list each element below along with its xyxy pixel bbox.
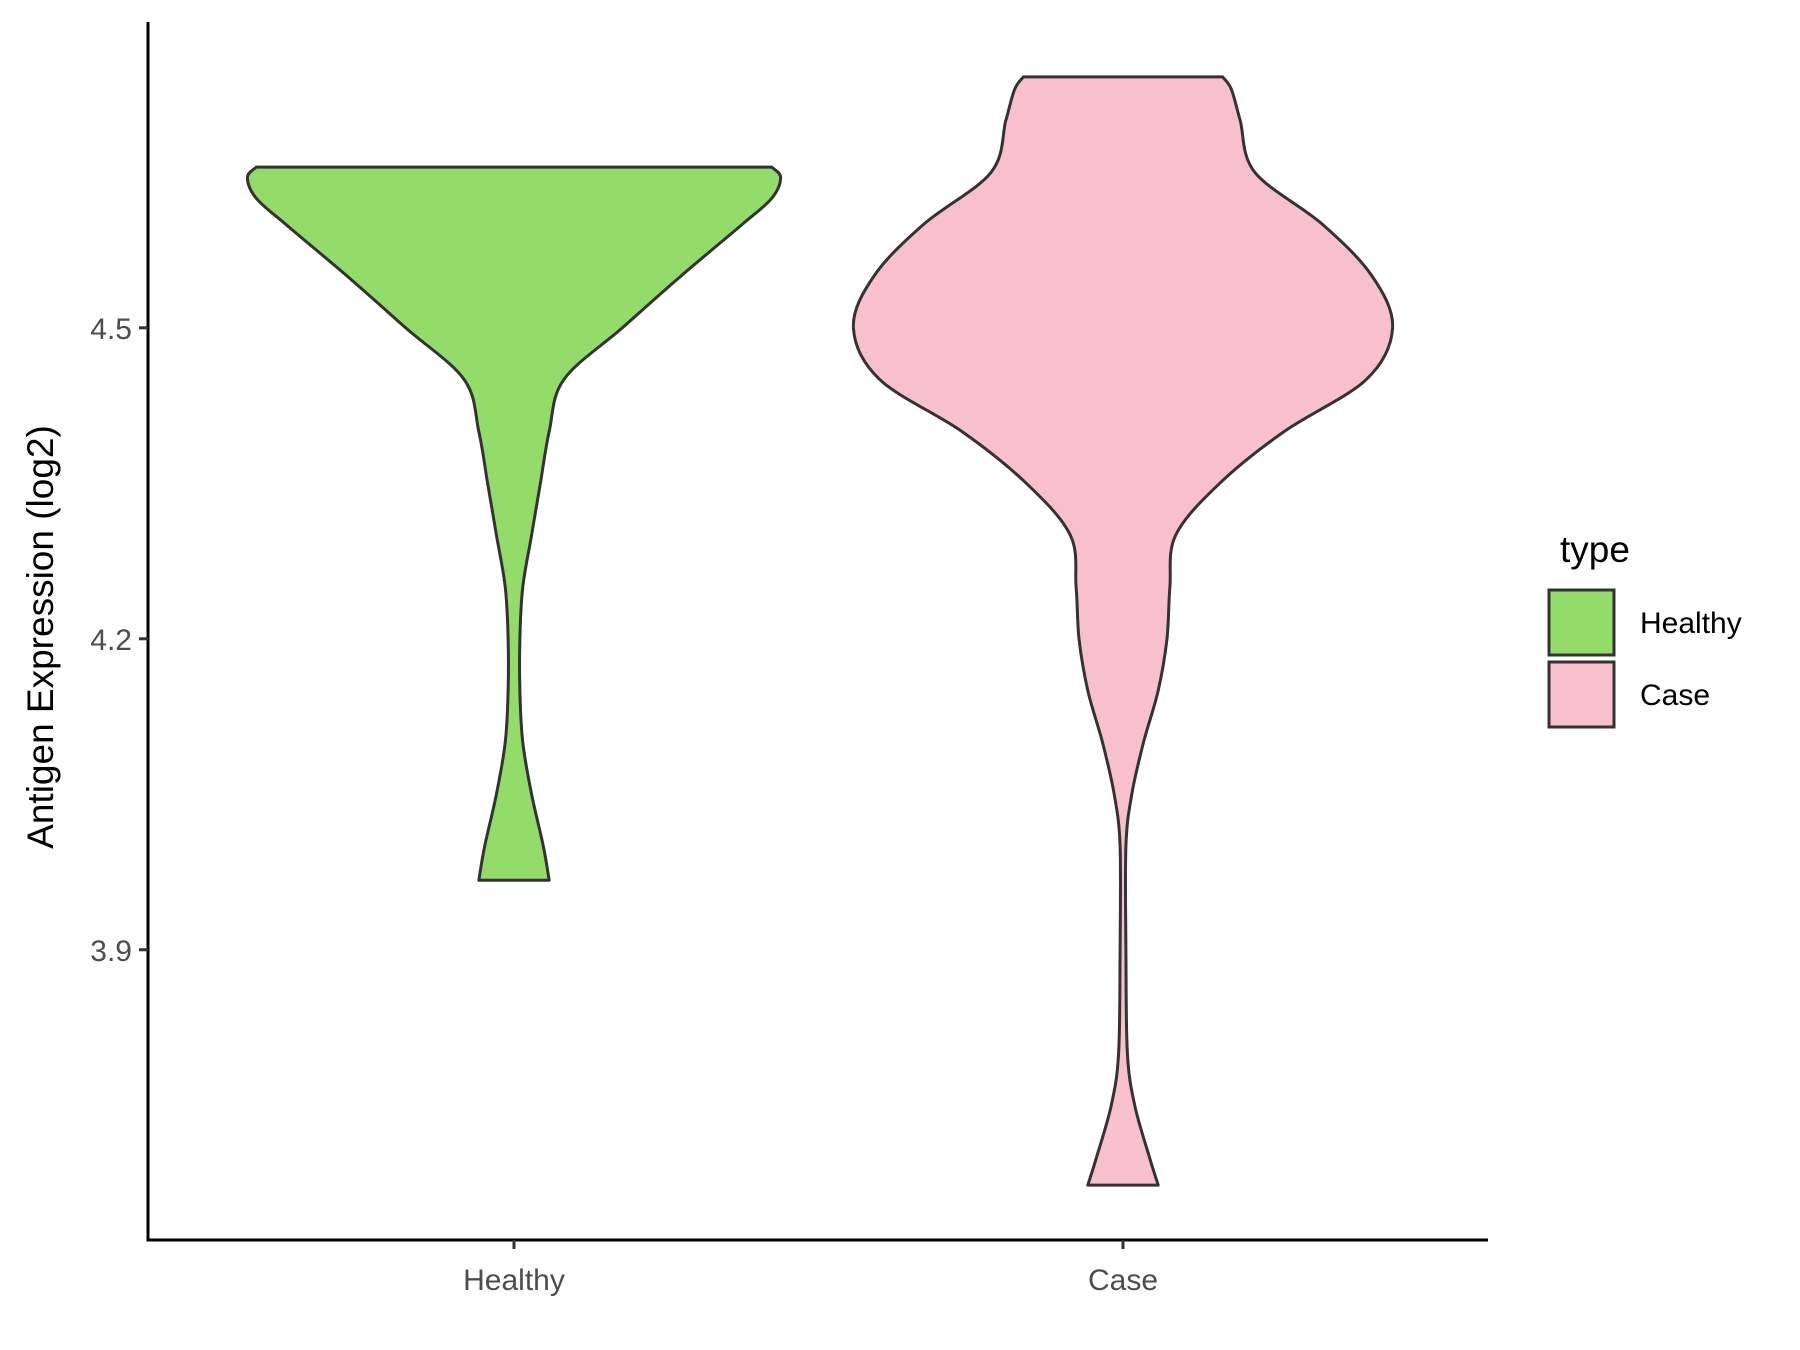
y-tick-label: 4.2 xyxy=(90,624,132,657)
violin-layer xyxy=(245,75,1395,1187)
x-tick-label: Healthy xyxy=(463,1264,565,1297)
violin-case xyxy=(851,75,1395,1187)
x-axis-ticks: Healthy Case xyxy=(463,1240,1158,1297)
legend-label-healthy: Healthy xyxy=(1640,607,1742,640)
legend-swatch-case xyxy=(1547,660,1616,729)
legend-title: type xyxy=(1560,529,1630,570)
y-axis-ticks: 3.9 4.2 4.5 xyxy=(90,313,148,968)
y-tick-label: 4.5 xyxy=(90,313,132,346)
y-axis-title: Antigen Expression (log2) xyxy=(20,425,61,849)
legend-label-case: Case xyxy=(1640,679,1710,712)
legend: type Healthy Case xyxy=(1547,529,1742,729)
legend-swatch-healthy xyxy=(1547,588,1616,657)
y-tick-label: 3.9 xyxy=(90,935,132,968)
x-tick-label: Case xyxy=(1088,1264,1158,1297)
violin-healthy xyxy=(245,165,783,882)
